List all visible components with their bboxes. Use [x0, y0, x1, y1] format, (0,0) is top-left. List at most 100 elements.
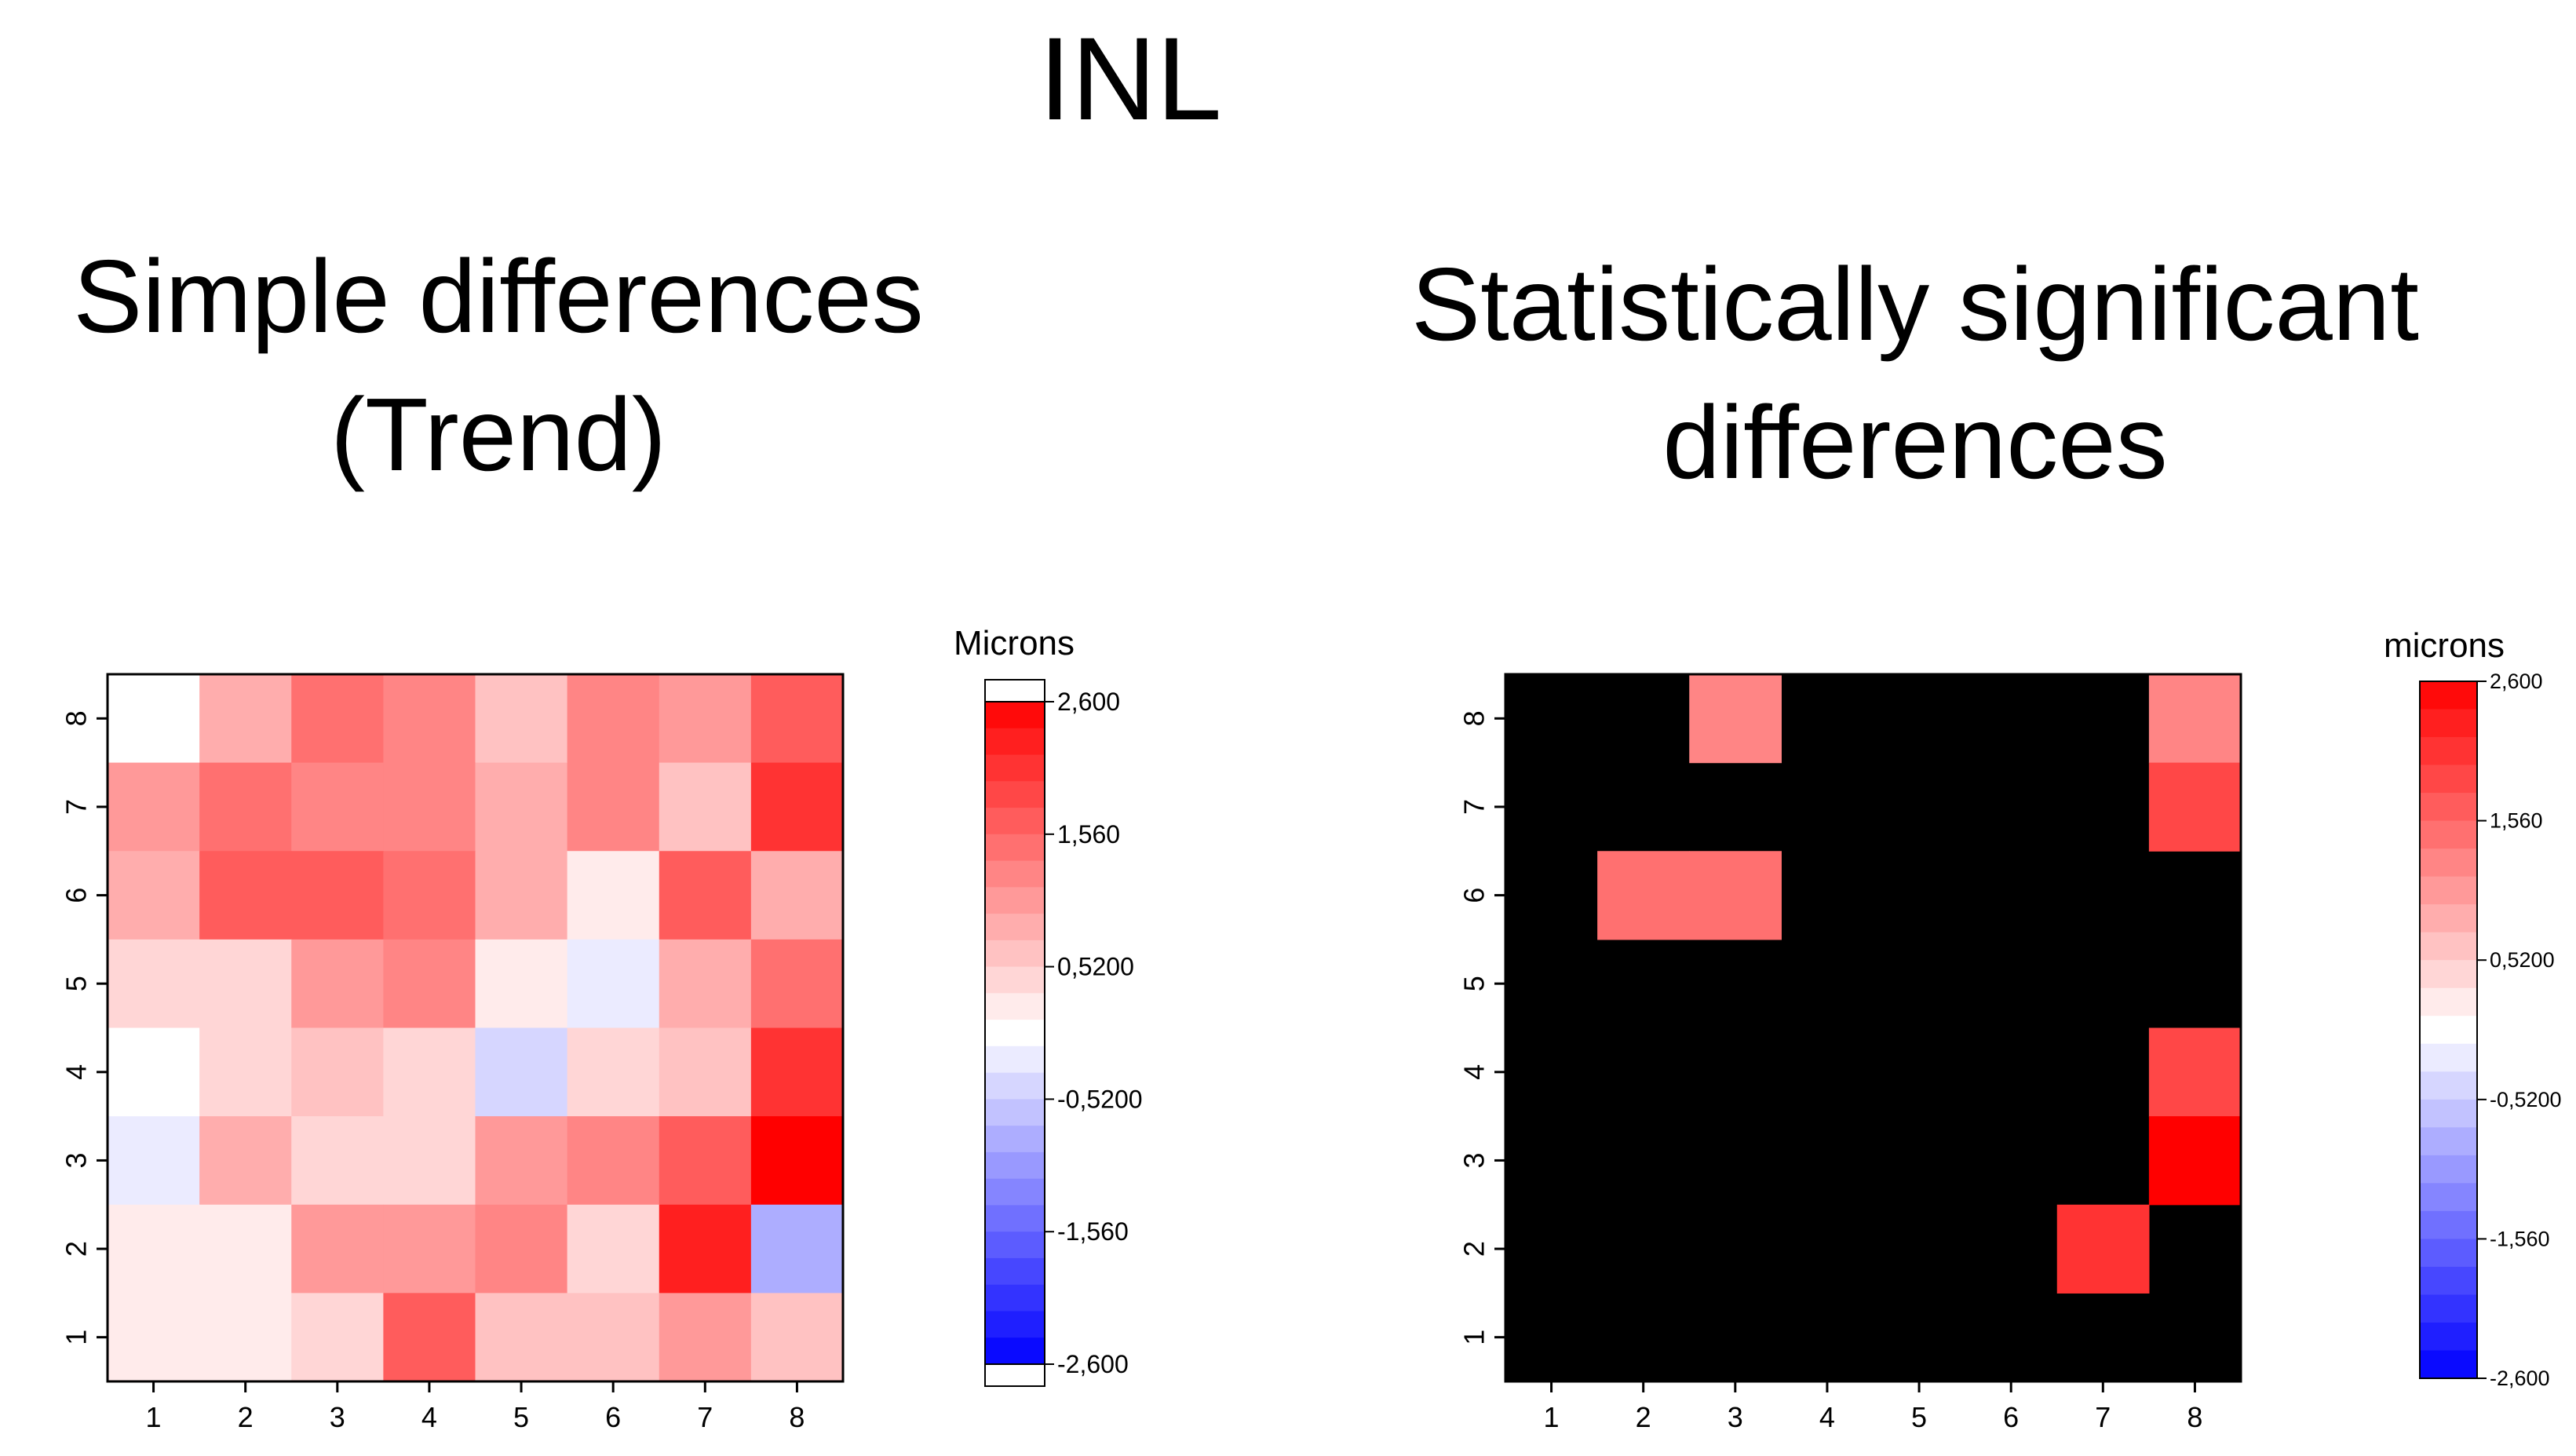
- heatmap-cell-x2-y7: [199, 762, 292, 852]
- heatmap-cell-x3-y4: [291, 1027, 384, 1117]
- colorbar-segment-21: [2420, 1239, 2477, 1268]
- right-panel-title: Statistically significant differences: [1350, 235, 2480, 512]
- heatmap-cell-x2-y1: [199, 1293, 292, 1382]
- heatmap-cell-x3-y2: [291, 1204, 384, 1294]
- heatmap-cell-x2-y5: [199, 939, 292, 1029]
- colorbar-label: microns: [2384, 626, 2505, 665]
- x-tick-label-4: 4: [1819, 1401, 1835, 1433]
- heatmap-cell-x1-y6: [108, 851, 200, 940]
- heatmap-cell-x3-y8: [1689, 674, 1782, 764]
- y-tick-label-2: 2: [60, 1241, 93, 1257]
- heatmap-cell-x8-y7: [750, 762, 844, 852]
- colorbar-segment-4: [985, 781, 1045, 808]
- y-tick-label-1: 1: [60, 1330, 93, 1345]
- heatmap-cell-x2-y3: [199, 1116, 292, 1206]
- heatmap-cell-x4-y7: [383, 762, 476, 852]
- heatmap-cell-x5-y5: [475, 939, 568, 1029]
- colorbar-1: 2,600 1,560 0,5200 -0,5200 -1,560 -2,600 Micro…: [954, 624, 1143, 1387]
- colorbar-segment-23: [2420, 1294, 2477, 1323]
- colorbar-tick-label-4: -0,5200: [2490, 1088, 2562, 1111]
- colorbar-tick-label-4: -0,5200: [1057, 1085, 1143, 1113]
- x-tick-label-8: 8: [789, 1401, 805, 1433]
- heatmap-cell-x3-y7: [291, 762, 384, 852]
- heatmap-cell-x5-y1: [475, 1293, 568, 1382]
- colorbar-segment-6: [985, 834, 1045, 862]
- heatmap-cell-x2-y2: [199, 1204, 292, 1294]
- colorbar-segment-2: [985, 728, 1045, 756]
- colorbar-segment-24: [985, 1311, 1045, 1338]
- colorbar-segment-11: [2420, 960, 2477, 989]
- heatmap-cell-x8-y1: [750, 1293, 844, 1382]
- heatmap-cell-x3-y5: [291, 939, 384, 1029]
- x-tick-label-8: 8: [2187, 1401, 2202, 1433]
- heatmap-cell-x8-y3: [750, 1116, 844, 1206]
- colorbar-segment-15: [2420, 1071, 2477, 1100]
- heatmap-cell-x7-y8: [659, 674, 752, 764]
- heatmap-cell-x4-y2: [383, 1204, 476, 1294]
- colorbar-segment-3: [2420, 737, 2477, 766]
- heatmap-cell-x2-y6: [1597, 851, 1690, 940]
- left-title-line-1: Simple differences: [73, 239, 924, 354]
- colorbar-tick-label-5: -1,560: [1057, 1217, 1129, 1246]
- y-tick-label-7: 7: [1458, 799, 1491, 815]
- x-tick-label-7: 7: [697, 1401, 713, 1433]
- heatmap-cell-x8-y6: [750, 851, 844, 940]
- heatmap-cell-x4-y5: [383, 939, 476, 1029]
- heatmap-cell-x6-y5: [567, 939, 660, 1029]
- left-panel-title: Simple differences (Trend): [16, 228, 981, 504]
- heatmap-cell-x7-y2: [2056, 1204, 2150, 1294]
- colorbar-segment-13: [985, 1020, 1045, 1047]
- heatmap-cell-x7-y2: [659, 1204, 752, 1294]
- right-title-line-1: Statistically significant: [1411, 246, 2419, 362]
- heatmap-cell-x2-y8: [199, 674, 292, 764]
- colorbar-segment-1: [985, 702, 1045, 729]
- colorbar-segment-7: [2420, 848, 2477, 878]
- heatmap-cell-x4-y3: [383, 1116, 476, 1206]
- colorbar-segment-5: [985, 808, 1045, 835]
- x-tick-label-1: 1: [1544, 1401, 1560, 1433]
- colorbar-tick-label-2: 1,560: [2490, 809, 2543, 833]
- plot-frame: [1504, 673, 2242, 1383]
- y-tick-label-3: 3: [60, 1152, 93, 1168]
- colorbar-tick-label-3: 0,5200: [2490, 948, 2555, 972]
- colorbar-tick-label-3: 0,5200: [1057, 953, 1134, 981]
- heatmap-cell-x6-y8: [567, 674, 660, 764]
- main-title: INL: [1038, 13, 1222, 144]
- colorbar-segment-25: [2420, 1350, 2477, 1379]
- heatmap-cell-x5-y3: [475, 1116, 568, 1206]
- heatmap-cell-x8-y7: [2148, 762, 2242, 852]
- colorbar-frame: [984, 679, 1045, 1387]
- heatmap-cell-x4-y1: [383, 1293, 476, 1382]
- heatmap-cell-x1-y1: [108, 1293, 200, 1382]
- heatmap-cell-x8-y5: [750, 939, 844, 1029]
- heatmap-cell-x7-y3: [659, 1116, 752, 1206]
- heatmap-cell-x3-y6: [1689, 851, 1782, 940]
- colorbar-segment-7: [985, 860, 1045, 888]
- colorbar-segment-2: [2420, 709, 2477, 738]
- heatmap-cell-x7-y5: [659, 939, 752, 1029]
- y-tick-label-2: 2: [1458, 1241, 1491, 1257]
- colorbar-segment-22: [985, 1257, 1045, 1286]
- colorbar-segment-24: [2420, 1322, 2477, 1352]
- colorbar-segment-17: [985, 1126, 1045, 1153]
- colorbar-segment-13: [2420, 1016, 2477, 1045]
- y-tick-label-1: 1: [1458, 1330, 1491, 1345]
- y-tick-label-5: 5: [60, 976, 93, 991]
- colorbar-segment-12: [2420, 987, 2477, 1016]
- heatmap-cell-x2-y6: [199, 851, 292, 940]
- heatmap-cell-x3-y6: [291, 851, 384, 940]
- colorbar-tick-label-1: 2,600: [2490, 670, 2543, 693]
- heatmap-cell-x3-y3: [291, 1116, 384, 1206]
- heatmap-cell-x8-y8: [2148, 674, 2242, 764]
- y-tick-label-6: 6: [60, 888, 93, 903]
- heatmap-cell-x8-y8: [750, 674, 844, 764]
- x-tick-label-6: 6: [605, 1401, 621, 1433]
- y-tick-label-7: 7: [60, 799, 93, 815]
- colorbar-segment-19: [985, 1178, 1045, 1206]
- colorbar-segment-15: [985, 1072, 1045, 1100]
- heatmap-cell-x7-y7: [659, 762, 752, 852]
- colorbar-segment-18: [985, 1151, 1045, 1180]
- heatmap-cell-x1-y8: [108, 674, 200, 764]
- colorbar-segment-16: [985, 1099, 1045, 1126]
- heatmap-cell-x8-y3: [2148, 1116, 2242, 1206]
